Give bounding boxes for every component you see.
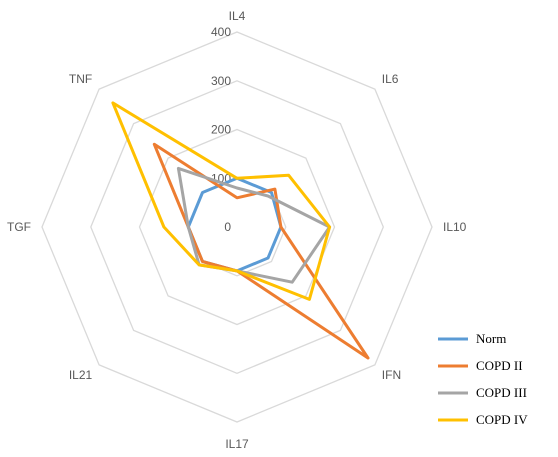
axis-label-il21: IL21 bbox=[69, 368, 93, 382]
legend-label: Norm bbox=[476, 331, 506, 346]
tick-label: 300 bbox=[211, 74, 231, 88]
tick-label: 400 bbox=[211, 25, 231, 39]
radar-grid bbox=[41, 31, 433, 423]
axis-label-il17: IL17 bbox=[225, 437, 249, 451]
category-axis-labels: IL4 IL6 IL10 IFN IL17 IL21 TGF TNF bbox=[7, 9, 467, 451]
axis-label-il10: IL10 bbox=[443, 220, 467, 234]
tick-label: 200 bbox=[211, 123, 231, 137]
grid-ring-2 bbox=[138, 128, 336, 326]
axis-label-il4: IL4 bbox=[229, 9, 246, 23]
data-series bbox=[111, 101, 370, 360]
axis-label-il6: IL6 bbox=[382, 72, 399, 86]
series-line-copd-iv bbox=[111, 101, 332, 301]
legend-label: COPD III bbox=[476, 385, 527, 400]
grid-ring-3 bbox=[90, 80, 385, 375]
legend: Norm COPD II COPD III COPD IV bbox=[438, 331, 528, 427]
axis-label-ifn: IFN bbox=[382, 368, 401, 382]
legend-label: COPD II bbox=[476, 358, 523, 373]
grid-ring-4 bbox=[41, 31, 433, 423]
axis-label-tgf: TGF bbox=[7, 220, 31, 234]
axis-label-tnf: TNF bbox=[69, 72, 92, 86]
legend-label: COPD IV bbox=[476, 412, 528, 427]
tick-label: 0 bbox=[224, 220, 231, 234]
